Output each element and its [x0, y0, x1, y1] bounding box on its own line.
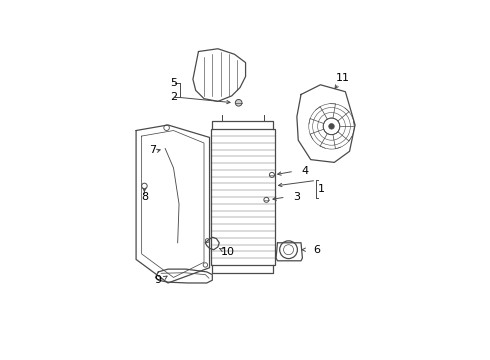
Text: 4: 4	[302, 166, 309, 176]
Text: 8: 8	[141, 192, 148, 202]
Text: 2: 2	[170, 92, 177, 102]
Text: 1: 1	[318, 184, 325, 194]
Bar	[211, 129, 275, 265]
Text: 7: 7	[149, 145, 156, 155]
Text: 11: 11	[336, 73, 349, 83]
Text: 6: 6	[313, 245, 320, 255]
Text: 9: 9	[155, 275, 162, 285]
Circle shape	[329, 123, 334, 129]
Circle shape	[235, 99, 242, 106]
Text: 3: 3	[294, 192, 300, 202]
Text: 10: 10	[220, 247, 235, 257]
Text: 5: 5	[170, 78, 177, 89]
